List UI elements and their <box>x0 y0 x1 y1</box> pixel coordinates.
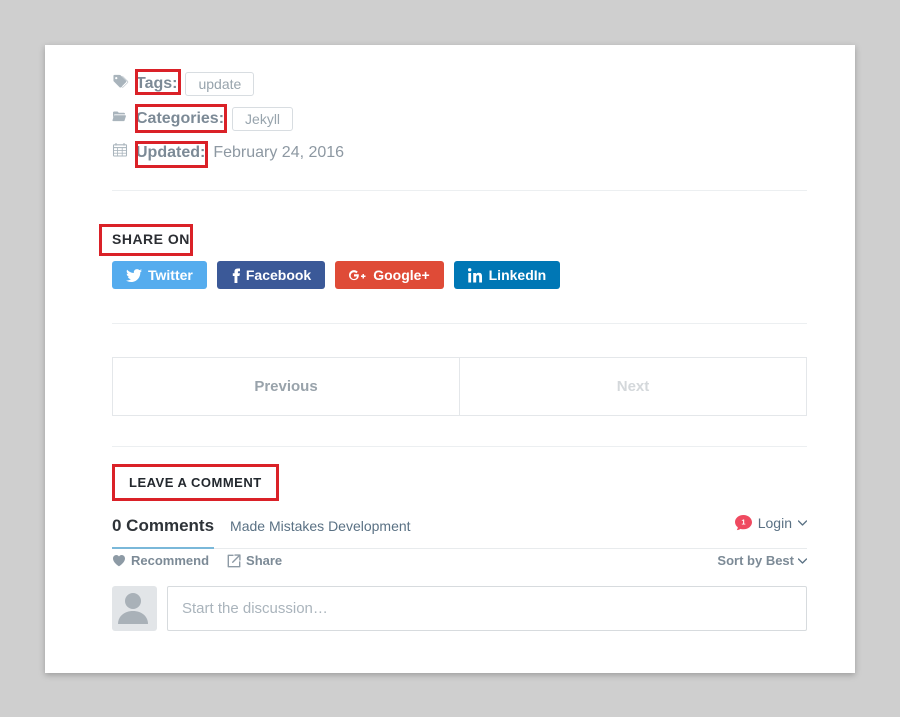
svg-text:1: 1 <box>741 517 745 526</box>
